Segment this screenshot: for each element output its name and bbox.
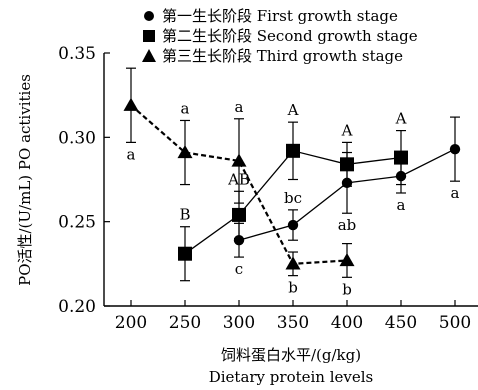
y-tick-label: 0.30 bbox=[58, 128, 96, 148]
legend-marker-triangle bbox=[142, 49, 156, 62]
significance-label: A bbox=[395, 110, 407, 128]
series-line bbox=[130, 104, 348, 265]
series-layer bbox=[123, 67, 461, 282]
legend-marker-circle bbox=[144, 11, 154, 21]
y-tick-label: 0.25 bbox=[58, 213, 96, 233]
significance-label: A bbox=[287, 101, 299, 119]
data-point-square bbox=[394, 150, 408, 165]
data-point-circle bbox=[287, 219, 299, 231]
data-point-triangle bbox=[285, 256, 301, 270]
legend-label: 第二生长阶段 Second growth stage bbox=[162, 27, 418, 45]
x-tick-label: 450 bbox=[385, 313, 417, 333]
data-point-circle bbox=[449, 143, 461, 155]
y-tick-label: 0.20 bbox=[58, 297, 96, 317]
significance-label: b bbox=[288, 279, 298, 297]
significance-label: AB bbox=[227, 170, 250, 188]
significance-label: B bbox=[179, 206, 190, 224]
significance-label: c bbox=[235, 260, 243, 278]
data-point-triangle bbox=[339, 252, 355, 267]
x-axis-title-en: Dietary protein levels bbox=[209, 368, 374, 386]
x-tick-label: 200 bbox=[115, 313, 147, 333]
legend-label: 第一生长阶段 First growth stage bbox=[162, 7, 398, 25]
significance-label: A bbox=[341, 121, 353, 139]
series-2 bbox=[178, 121, 408, 282]
axes: 0.20 0.25 0.30 0.35 200 250 300 350 400 450 500 bbox=[58, 44, 478, 333]
significance-label: ab bbox=[338, 216, 357, 234]
x-axis-title: 饲料蛋白水平/(g/kg) bbox=[221, 346, 361, 364]
y-axis-title: PO活性/(U/mL) PO activities bbox=[16, 74, 34, 286]
data-point-square bbox=[340, 157, 354, 172]
legend-item-1: 第一生长阶段 First growth stage bbox=[144, 7, 398, 25]
data-point-triangle bbox=[231, 153, 247, 167]
significance-label: a bbox=[235, 98, 244, 116]
legend-item-3: 第三生长阶段 Third growth stage bbox=[142, 47, 403, 65]
x-tick-label: 350 bbox=[277, 313, 309, 333]
x-tick-label: 500 bbox=[439, 313, 471, 333]
x-tick-label: 250 bbox=[169, 313, 201, 333]
x-tick-label: 300 bbox=[223, 313, 255, 333]
data-point-triangle bbox=[123, 97, 139, 111]
data-point-square bbox=[232, 207, 246, 222]
significance-label: a bbox=[397, 196, 406, 214]
significance-label: a bbox=[451, 184, 460, 202]
data-point-square bbox=[286, 143, 300, 158]
legend-label: 第三生长阶段 Third growth stage bbox=[162, 47, 403, 65]
data-point-triangle bbox=[177, 145, 193, 159]
significance-label: a bbox=[181, 99, 190, 117]
data-point-circle bbox=[233, 235, 245, 246]
legend-item-2: 第二生长阶段 Second growth stage bbox=[143, 27, 418, 45]
significance-label: b bbox=[342, 280, 352, 298]
series-3 bbox=[123, 67, 355, 278]
significance-label: a bbox=[127, 145, 136, 163]
x-tick-label: 400 bbox=[331, 313, 363, 333]
data-point-square bbox=[178, 246, 192, 261]
y-tick-label: 0.35 bbox=[58, 44, 96, 64]
legend: 第一生长阶段 First growth stage 第二生长阶段 Second g… bbox=[142, 7, 418, 65]
legend-marker-square bbox=[143, 30, 155, 42]
significance-label: bc bbox=[284, 189, 302, 207]
